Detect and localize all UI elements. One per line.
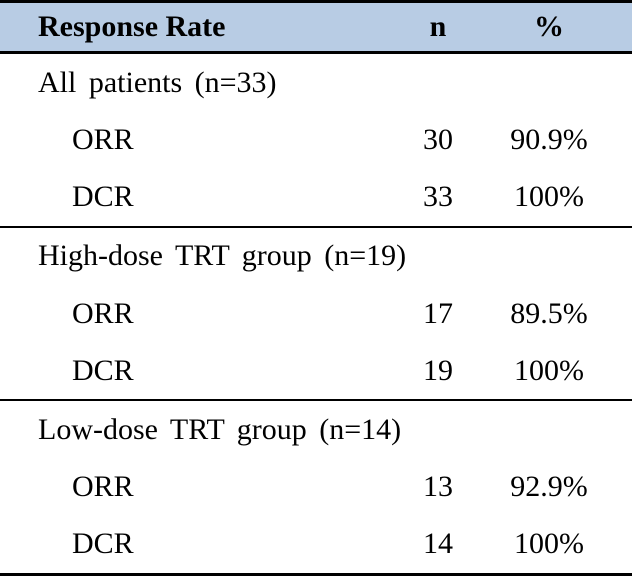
group-label: All patients (n=33) xyxy=(38,65,277,99)
section-all-patients: All patients (n=33) ORR 30 90.9% DCR 33 … xyxy=(0,54,632,226)
percent-value: 89.5% xyxy=(510,296,588,330)
group-label-row: High-dose TRT group (n=19) xyxy=(0,228,632,285)
table-header-row: Response Rate n % xyxy=(0,3,632,54)
table-row: DCR 33 100% xyxy=(0,168,632,225)
n-value: 14 xyxy=(423,527,453,561)
table-row: ORR 17 89.5% xyxy=(0,285,632,342)
table-row: ORR 30 90.9% xyxy=(0,111,632,168)
measure-label: ORR xyxy=(72,296,134,330)
group-label-row: Low-dose TRT group (n=14) xyxy=(0,401,632,458)
table-row: DCR 14 100% xyxy=(0,516,632,573)
measure-label: ORR xyxy=(72,122,134,156)
n-value: 13 xyxy=(423,470,453,504)
percent-value: 90.9% xyxy=(510,122,588,156)
percent-value: 92.9% xyxy=(510,470,588,504)
table-row: DCR 19 100% xyxy=(0,342,632,399)
measure-label: ORR xyxy=(72,470,134,504)
section-low-dose: Low-dose TRT group (n=14) ORR 13 92.9% D… xyxy=(0,399,632,573)
measure-label: DCR xyxy=(72,353,134,387)
n-value: 30 xyxy=(423,122,453,156)
group-label: High-dose TRT group (n=19) xyxy=(38,239,407,273)
header-percent: % xyxy=(534,10,564,43)
group-label-row: All patients (n=33) xyxy=(0,54,632,111)
measure-label: DCR xyxy=(72,180,134,214)
percent-value: 100% xyxy=(514,353,584,387)
header-n: n xyxy=(429,10,447,43)
group-label: Low-dose TRT group (n=14) xyxy=(38,412,402,446)
percent-value: 100% xyxy=(514,180,584,214)
n-value: 17 xyxy=(423,296,453,330)
percent-value: 100% xyxy=(514,527,584,561)
header-response-rate: Response Rate xyxy=(38,10,226,43)
n-value: 19 xyxy=(423,353,453,387)
table-row: ORR 13 92.9% xyxy=(0,459,632,516)
section-high-dose: High-dose TRT group (n=19) ORR 17 89.5% … xyxy=(0,225,632,400)
n-value: 33 xyxy=(423,180,453,214)
measure-label: DCR xyxy=(72,527,134,561)
